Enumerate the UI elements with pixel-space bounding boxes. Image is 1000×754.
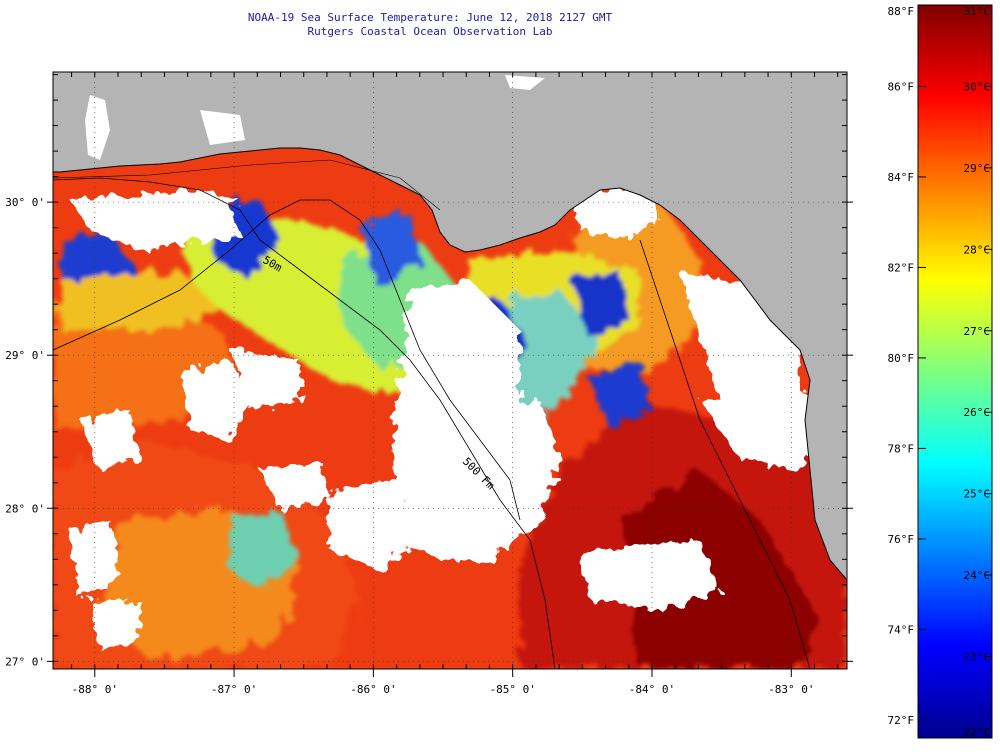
map-subtitle: Rutgers Coastal Ocean Observation Lab [307,25,553,38]
contour-500fm [53,199,521,521]
colorbar [917,4,993,739]
map-frame [52,71,848,670]
latitude-labels: 27° 0' 28° 0' 29° 0' 30° 0' [5,196,45,668]
map-title: NOAA-19 Sea Surface Temperature: June 12… [247,11,613,24]
lon-label: -85° 0' [490,683,536,696]
fahrenheit-label: 72°F [888,714,915,727]
celsius-label: 26°C [964,406,991,419]
fahrenheit-label: 86°F [888,80,915,93]
fahrenheit-label: 84°F [888,171,915,184]
frame-ticks [47,72,853,677]
celsius-label: 28°C [964,243,991,256]
contour-50m [53,177,556,669]
celsius-label: 30°C [964,80,991,93]
celsius-label: 22°C [964,726,991,739]
fahrenheit-label: 88°F [888,5,915,18]
celsius-label: 29°C [964,162,991,175]
celsius-label: 23°C [964,651,991,664]
celsius-label: 27°C [964,325,991,338]
mobile-bay [85,95,110,160]
map-area: 50m 500 Fm [53,72,847,669]
fahrenheit-label: 78°F [888,442,915,455]
contour-coast-offset [53,159,441,211]
lat-label: 29° 0' [5,349,45,362]
lat-label: 30° 0' [5,196,45,209]
contour-shelf [639,239,811,669]
lat-label: 28° 0' [5,502,45,515]
lon-label: -86° 0' [350,683,396,696]
celsius-label: 24°C [964,569,991,582]
fahrenheit-label: 80°F [888,352,915,365]
celsius-label: 31°C [964,5,991,18]
colorbar-ticks: 31°C 30°C 29°C 28°C 27°C 26°C 25°C 24°C 23°C 22°C… [888,4,992,739]
celsius-label: 25°C [964,488,991,501]
lon-label: -83° 0' [768,683,814,696]
inland-water [505,75,545,90]
inland-water [200,110,245,145]
fahrenheit-label: 76°F [888,533,915,546]
lon-label: -84° 0' [629,683,675,696]
longitude-labels: -88° 0' -87° 0' -86° 0' -85° 0' -84° 0' -83° … [72,683,815,696]
fahrenheit-label: 82°F [888,261,915,274]
lon-label: -88° 0' [72,683,118,696]
lat-label: 27° 0' [5,655,45,668]
land-mass [53,72,847,581]
cloud-cover [70,190,830,650]
lon-label: -87° 0' [211,683,257,696]
fahrenheit-label: 74°F [888,623,915,636]
